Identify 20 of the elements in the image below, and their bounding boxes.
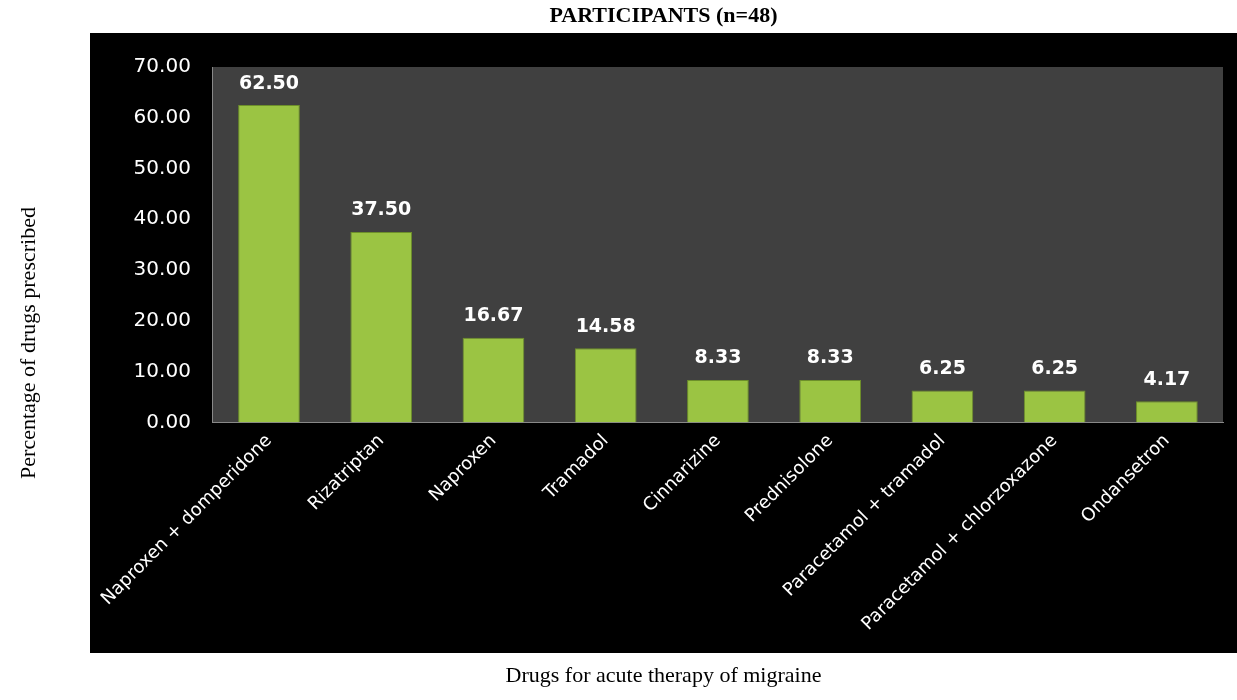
chart-title: PARTICIPANTS (n=48)	[548, 2, 779, 28]
y-tick-label: 40.00	[133, 205, 191, 230]
data-label: 14.58	[575, 313, 636, 336]
y-tick-label: 20.00	[133, 306, 191, 331]
y-tick-label: 60.00	[133, 103, 191, 128]
data-label: 8.33	[694, 345, 742, 368]
y-axis-title: Percentage of drugs prescribed	[15, 207, 41, 479]
y-tick-label: 50.00	[133, 154, 191, 179]
data-label: 62.50	[238, 70, 300, 93]
data-label: 37.50	[351, 197, 412, 220]
y-tick-label: 70.00	[133, 53, 191, 78]
y-tick-label: 0.00	[146, 408, 191, 433]
y-tick-label: 10.00	[133, 357, 191, 382]
data-label: 16.67	[463, 303, 524, 326]
data-label: 6.25	[1031, 356, 1079, 379]
data-label: 8.33	[806, 345, 854, 368]
x-axis-title: Drugs for acute therapy of migraine	[504, 662, 823, 688]
data-label: 4.17	[1143, 366, 1191, 389]
data-label: 6.25	[918, 356, 966, 379]
y-tick-label: 30.00	[133, 256, 191, 281]
